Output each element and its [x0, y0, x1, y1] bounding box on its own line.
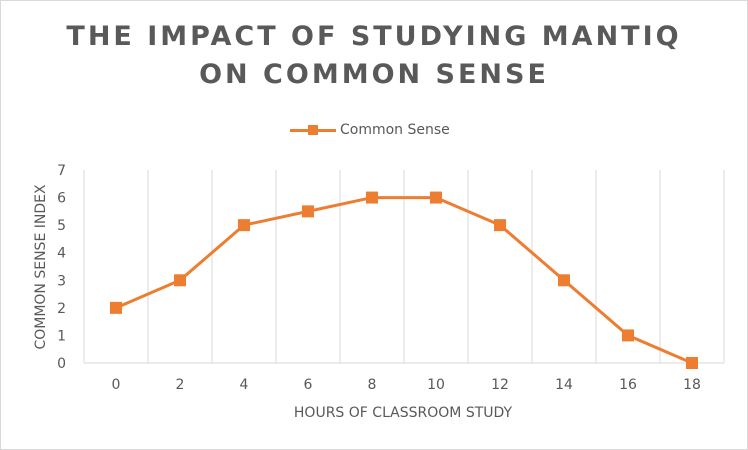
x-tick-label: 14 — [555, 377, 573, 393]
y-tick-label: 3 — [57, 273, 66, 289]
legend-label: Common Sense — [340, 122, 450, 138]
y-tick-label: 6 — [57, 191, 66, 207]
data-point-marker — [302, 205, 314, 218]
chart-title-line-1: THE IMPACT OF STUDYING MANTIQ — [66, 21, 682, 52]
x-tick-label: 16 — [619, 377, 637, 393]
series-line — [114, 196, 694, 365]
legend: Common Sense — [290, 119, 450, 141]
y-tick-label: 5 — [57, 218, 66, 234]
chart-title-line-2: ON COMMON SENSE — [199, 59, 549, 90]
x-tick-label: 8 — [368, 377, 377, 393]
y-axis-title: COMMON SENSE INDEX — [33, 184, 49, 350]
data-point-marker — [622, 329, 634, 342]
y-tick-label: 4 — [57, 246, 66, 262]
x-tick-label: 12 — [491, 377, 509, 393]
x-tick-label: 0 — [112, 377, 121, 393]
x-tick-label: 6 — [304, 377, 313, 393]
data-point-marker — [110, 301, 122, 314]
data-point-marker — [558, 274, 570, 287]
data-point-marker — [366, 191, 378, 204]
x-tick-label: 4 — [240, 377, 249, 393]
chart-title: THE IMPACT OF STUDYING MANTIQ ON COMMON … — [0, 18, 748, 94]
data-point-marker — [238, 219, 250, 232]
legend-marker — [308, 125, 318, 135]
x-tick-label: 2 — [176, 377, 185, 393]
data-point-marker — [494, 219, 506, 232]
y-tick-label: 2 — [57, 301, 66, 317]
data-point-marker — [686, 357, 698, 369]
data-point-marker — [174, 274, 186, 287]
y-tick-label: 1 — [57, 328, 66, 344]
legend-swatch — [290, 119, 336, 141]
y-tick-label: 7 — [57, 163, 66, 179]
x-axis-title: HOURS OF CLASSROOM STUDY — [294, 405, 513, 421]
x-tick-label: 18 — [683, 377, 701, 393]
data-point-marker — [430, 191, 442, 204]
x-tick-label: 10 — [427, 377, 445, 393]
y-tick-label: 0 — [57, 356, 66, 372]
